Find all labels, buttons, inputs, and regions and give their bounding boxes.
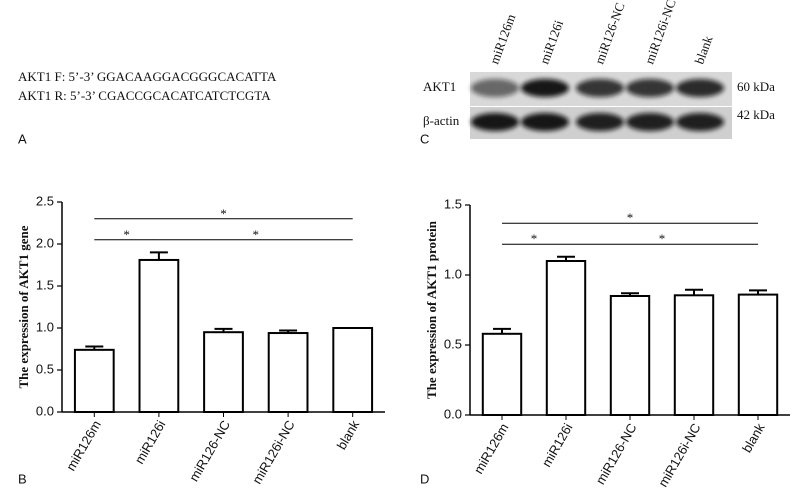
x-tick-label: miR126i bbox=[539, 421, 576, 470]
bar bbox=[73, 348, 115, 413]
y-tick-label: 2.0 bbox=[36, 235, 54, 250]
panel-label: C bbox=[420, 131, 429, 146]
bar bbox=[673, 294, 715, 416]
bar bbox=[332, 327, 374, 413]
blot-band bbox=[676, 79, 724, 97]
y-axis-label: The expression of AKT1 protein bbox=[424, 220, 439, 399]
bar bbox=[138, 258, 180, 413]
x-tick-label: miR126i-NC bbox=[249, 418, 297, 487]
significance-label: * bbox=[253, 227, 260, 242]
x-tick-label: miR126i bbox=[132, 418, 169, 467]
y-tick-label: 0.0 bbox=[36, 403, 54, 418]
x-tick-label: miR126m bbox=[471, 421, 512, 477]
panel-label: A bbox=[18, 131, 27, 146]
y-tick-label: 0.5 bbox=[36, 361, 54, 376]
bar bbox=[481, 332, 523, 416]
bar bbox=[609, 295, 651, 416]
y-tick-label: 1.5 bbox=[36, 277, 54, 292]
x-tick-label: miR126-NC bbox=[186, 418, 233, 484]
bar bbox=[737, 293, 779, 417]
y-axis-label: The expression of AKT1 gene bbox=[16, 225, 31, 388]
blot-size: 42 kDa bbox=[737, 107, 775, 122]
y-tick-label: 1.0 bbox=[444, 266, 462, 281]
blot-size: 60 kDa bbox=[737, 79, 775, 94]
y-tick-label: 2.5 bbox=[36, 193, 54, 208]
panel-label: B bbox=[18, 471, 27, 486]
x-tick-label: miR126i-NC bbox=[655, 421, 703, 490]
significance-label: * bbox=[220, 206, 227, 221]
lane-label: miR126-NC bbox=[592, 0, 628, 66]
significance-label: * bbox=[123, 227, 130, 242]
y-tick-label: 1.0 bbox=[36, 319, 54, 334]
y-tick-label: 0.0 bbox=[444, 406, 462, 421]
x-tick-label: blank bbox=[739, 420, 768, 455]
y-tick-label: 0.5 bbox=[444, 336, 462, 351]
blot-band bbox=[521, 79, 569, 97]
y-tick-label: 1.5 bbox=[444, 196, 462, 211]
blot-band bbox=[676, 113, 724, 131]
significance-label: * bbox=[627, 210, 634, 225]
primer: AKT1 R: 5’-3’ CGACCGCACATCATCTCGTA bbox=[18, 88, 271, 103]
lane-label: miR126i bbox=[537, 18, 567, 66]
bar bbox=[545, 260, 587, 416]
blot-row-label: AKT1 bbox=[423, 79, 456, 94]
panel-label: D bbox=[420, 471, 429, 486]
blot-band bbox=[471, 113, 519, 131]
blot-band bbox=[521, 113, 569, 131]
blot-band bbox=[576, 79, 624, 97]
x-tick-label: blank bbox=[334, 417, 363, 452]
lane-label: miR126i-NC bbox=[642, 0, 679, 66]
lane-label: blank bbox=[692, 33, 716, 66]
blot-row-label: β-actin bbox=[423, 113, 460, 128]
blot-band bbox=[626, 113, 674, 131]
bar bbox=[267, 332, 309, 414]
blot-band bbox=[576, 113, 624, 131]
significance-label: * bbox=[659, 231, 666, 246]
significance-label: * bbox=[531, 231, 538, 246]
bar bbox=[203, 331, 244, 414]
x-tick-label: miR126m bbox=[63, 418, 104, 474]
blot-band bbox=[626, 79, 674, 97]
blot-band bbox=[471, 79, 519, 97]
x-tick-label: miR126-NC bbox=[593, 421, 640, 487]
lane-label: miR126m bbox=[487, 12, 519, 66]
error-bar bbox=[149, 251, 168, 260]
primer: AKT1 F: 5’-3’ GGACAAGGACGGGCACATTA bbox=[18, 69, 277, 84]
